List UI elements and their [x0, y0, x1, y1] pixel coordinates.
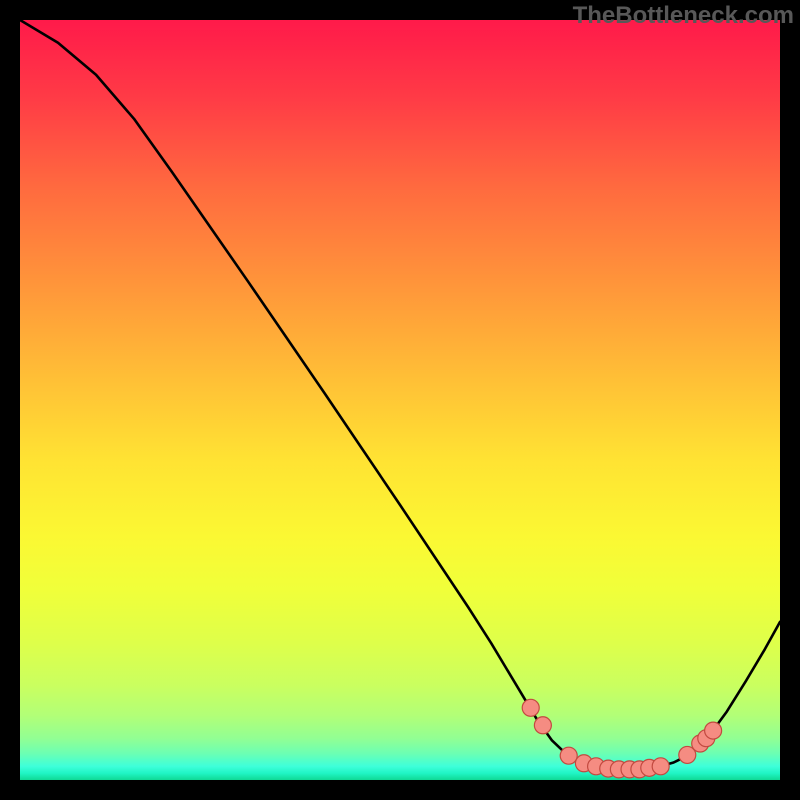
chart-background — [20, 20, 780, 780]
chart-svg — [20, 20, 780, 780]
data-marker — [534, 717, 551, 734]
chart-frame: TheBottleneck.com — [0, 0, 800, 800]
plot-area — [20, 20, 780, 780]
data-marker — [560, 747, 577, 764]
data-marker — [652, 758, 669, 775]
data-marker — [522, 699, 539, 716]
data-marker — [705, 722, 722, 739]
watermark-text: TheBottleneck.com — [573, 2, 794, 30]
